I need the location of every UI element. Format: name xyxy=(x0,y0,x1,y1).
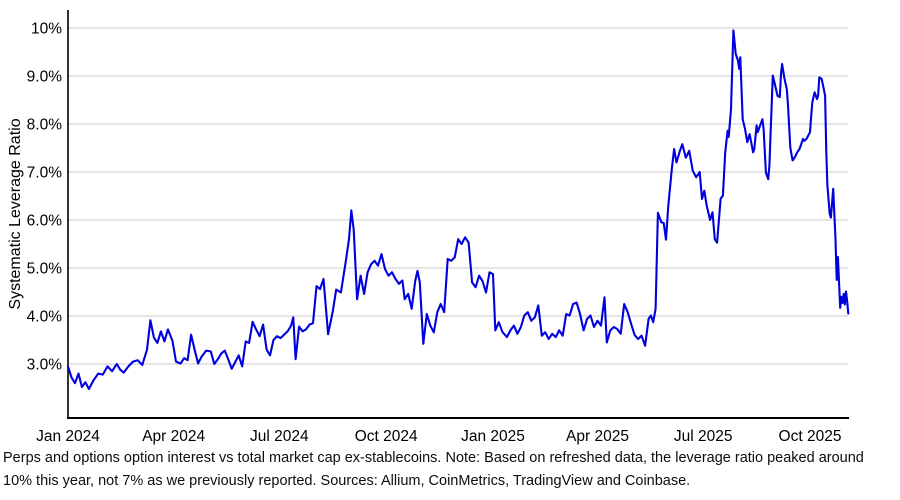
y-tick-label: 4.0% xyxy=(27,309,63,326)
y-tick-label: 6.0% xyxy=(27,213,63,230)
y-tick-label: 10% xyxy=(31,21,62,38)
chart-canvas: 3.0% 4.0% 5.0% 6.0% 7.0% 8.0% 9.0% 10% Jan 2024 A… xyxy=(7,10,850,445)
y-tick-label: 5.0% xyxy=(27,261,63,278)
y-tick-label: 8.0% xyxy=(27,117,63,134)
y-axis-title: Systematic Leverage Ratio xyxy=(7,118,24,309)
x-tick-label: Apr 2025 xyxy=(566,428,629,445)
x-tick-label: Apr 2024 xyxy=(142,428,205,445)
x-tick-label: Jul 2025 xyxy=(674,428,733,445)
y-tick-label: 3.0% xyxy=(27,357,63,374)
x-tick-label: Jan 2025 xyxy=(461,428,525,445)
leverage-ratio-line xyxy=(66,29,850,391)
x-tick-label: Jul 2024 xyxy=(250,428,309,445)
y-tick-label: 7.0% xyxy=(27,165,63,182)
x-tick-label: Oct 2024 xyxy=(355,428,418,445)
chart-caption: Perps and options option interest vs tot… xyxy=(3,450,864,489)
x-tick-label: Oct 2025 xyxy=(779,428,842,445)
x-tick-label: Jan 2024 xyxy=(36,428,100,445)
y-tick-label: 9.0% xyxy=(27,69,63,86)
leverage-ratio-chart: 3.0% 4.0% 5.0% 6.0% 7.0% 8.0% 9.0% 10% Jan 2024 A… xyxy=(7,10,850,445)
